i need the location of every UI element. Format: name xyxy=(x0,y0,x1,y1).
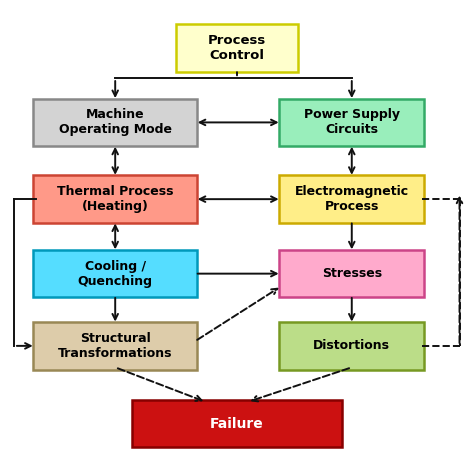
FancyBboxPatch shape xyxy=(279,250,424,298)
FancyBboxPatch shape xyxy=(176,24,298,72)
Text: Cooling /
Quenching: Cooling / Quenching xyxy=(78,260,153,287)
Text: Failure: Failure xyxy=(210,416,264,430)
Text: Machine
Operating Mode: Machine Operating Mode xyxy=(59,108,172,136)
Text: Distortions: Distortions xyxy=(313,340,390,352)
Text: Process
Control: Process Control xyxy=(208,34,266,62)
Text: Stresses: Stresses xyxy=(322,267,382,280)
FancyBboxPatch shape xyxy=(279,322,424,370)
FancyBboxPatch shape xyxy=(279,175,424,223)
FancyBboxPatch shape xyxy=(33,175,197,223)
Text: Structural
Transformations: Structural Transformations xyxy=(58,332,173,360)
Text: Power Supply
Circuits: Power Supply Circuits xyxy=(304,108,400,136)
FancyBboxPatch shape xyxy=(132,400,342,447)
FancyBboxPatch shape xyxy=(33,322,197,370)
Text: Thermal Process
(Heating): Thermal Process (Heating) xyxy=(57,185,173,213)
Text: Electromagnetic
Process: Electromagnetic Process xyxy=(295,185,409,213)
FancyBboxPatch shape xyxy=(33,99,197,146)
FancyBboxPatch shape xyxy=(33,250,197,298)
FancyBboxPatch shape xyxy=(279,99,424,146)
